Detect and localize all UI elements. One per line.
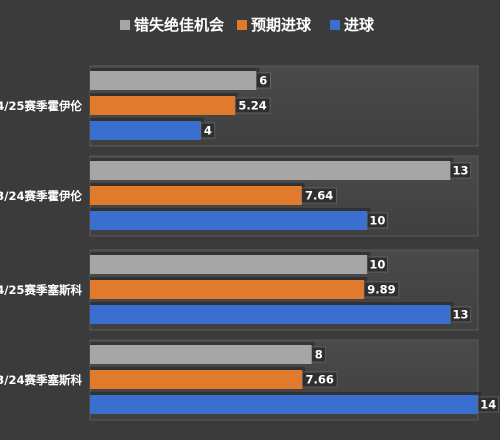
value-box-3-0 <box>311 346 327 363</box>
legend-label-2: 进球 <box>344 16 375 34</box>
value-box-2-2 <box>449 306 471 323</box>
bar-2-1 <box>90 280 365 299</box>
value-box-0-2 <box>200 122 216 139</box>
value-box-2-0 <box>366 256 388 273</box>
legend-swatch-0 <box>120 20 130 30</box>
category-labels: 24/25赛季霍伊伦 23/24赛季霍伊伦 24/25赛季塞斯科 23/24赛季塞斯科 <box>0 99 82 387</box>
value-label-0-2: 4 <box>204 124 212 138</box>
bar-1-0 <box>90 161 451 180</box>
legend-label-0: 错失绝佳机会 <box>134 16 224 34</box>
legend-swatch-1 <box>237 20 247 30</box>
value-label-0-1: 5.24 <box>238 99 266 113</box>
value-box-0-0 <box>255 72 271 89</box>
bar-2-2 <box>90 305 451 324</box>
category-label-3: 23/24赛季塞斯科 <box>0 373 82 387</box>
value-label-2-0: 10 <box>369 258 385 272</box>
chart-legend: 错失绝佳机会 预期进球 进球 <box>120 16 375 34</box>
value-box-2-1 <box>363 281 400 298</box>
bar-0-0 <box>90 71 257 90</box>
value-label-1-0: 13 <box>452 164 468 178</box>
legend-swatch-2 <box>330 20 340 30</box>
bar-3-1 <box>90 370 303 389</box>
legend-label-1: 预期进球 <box>251 16 312 34</box>
value-box-1-2 <box>366 212 388 229</box>
bar-1-2 <box>90 211 368 230</box>
value-label-1-2: 10 <box>369 214 385 228</box>
value-label-0-0: 6 <box>259 74 267 88</box>
bar-1-1 <box>90 186 302 205</box>
value-box-1-1 <box>301 187 337 204</box>
bar-3-2 <box>90 395 478 414</box>
category-label-0: 24/25赛季霍伊伦 <box>0 99 82 113</box>
value-label-1-1: 7.64 <box>305 189 333 203</box>
value-box-3-2 <box>477 396 499 413</box>
bar-0-1 <box>90 96 236 115</box>
value-box-3-1 <box>301 371 338 388</box>
value-labels: 6 5.24 4 13 7.64 10 10 9.89 13 8 7.66 14 <box>200 72 499 413</box>
value-box-1-0 <box>449 162 471 179</box>
bar-0-2 <box>90 121 201 140</box>
bars <box>90 68 481 414</box>
value-label-3-1: 7.66 <box>306 373 334 387</box>
value-label-2-1: 9.89 <box>367 283 395 297</box>
value-box-0-1 <box>234 97 271 114</box>
bar-2-0 <box>90 255 368 274</box>
category-label-2: 24/25赛季塞斯科 <box>0 283 82 297</box>
value-label-3-0: 8 <box>315 348 323 362</box>
category-label-1: 23/24赛季霍伊伦 <box>0 189 82 203</box>
value-label-3-2: 14 <box>480 398 496 412</box>
bar-3-0 <box>90 345 312 364</box>
value-label-2-2: 13 <box>452 308 468 322</box>
